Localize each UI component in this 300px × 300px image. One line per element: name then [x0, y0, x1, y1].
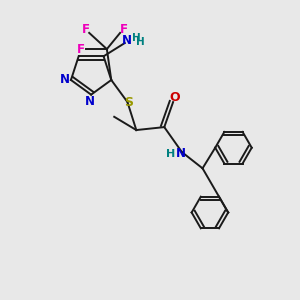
Text: S: S	[124, 96, 134, 109]
Text: N: N	[122, 34, 132, 47]
Text: F: F	[120, 23, 128, 36]
Text: F: F	[82, 23, 90, 36]
Text: H: H	[136, 37, 145, 46]
Text: N: N	[59, 74, 70, 86]
Text: N: N	[85, 94, 94, 108]
Text: F: F	[77, 43, 85, 56]
Text: N: N	[176, 147, 185, 160]
Text: H: H	[166, 148, 175, 159]
Text: O: O	[169, 91, 180, 104]
Text: H: H	[132, 33, 140, 43]
